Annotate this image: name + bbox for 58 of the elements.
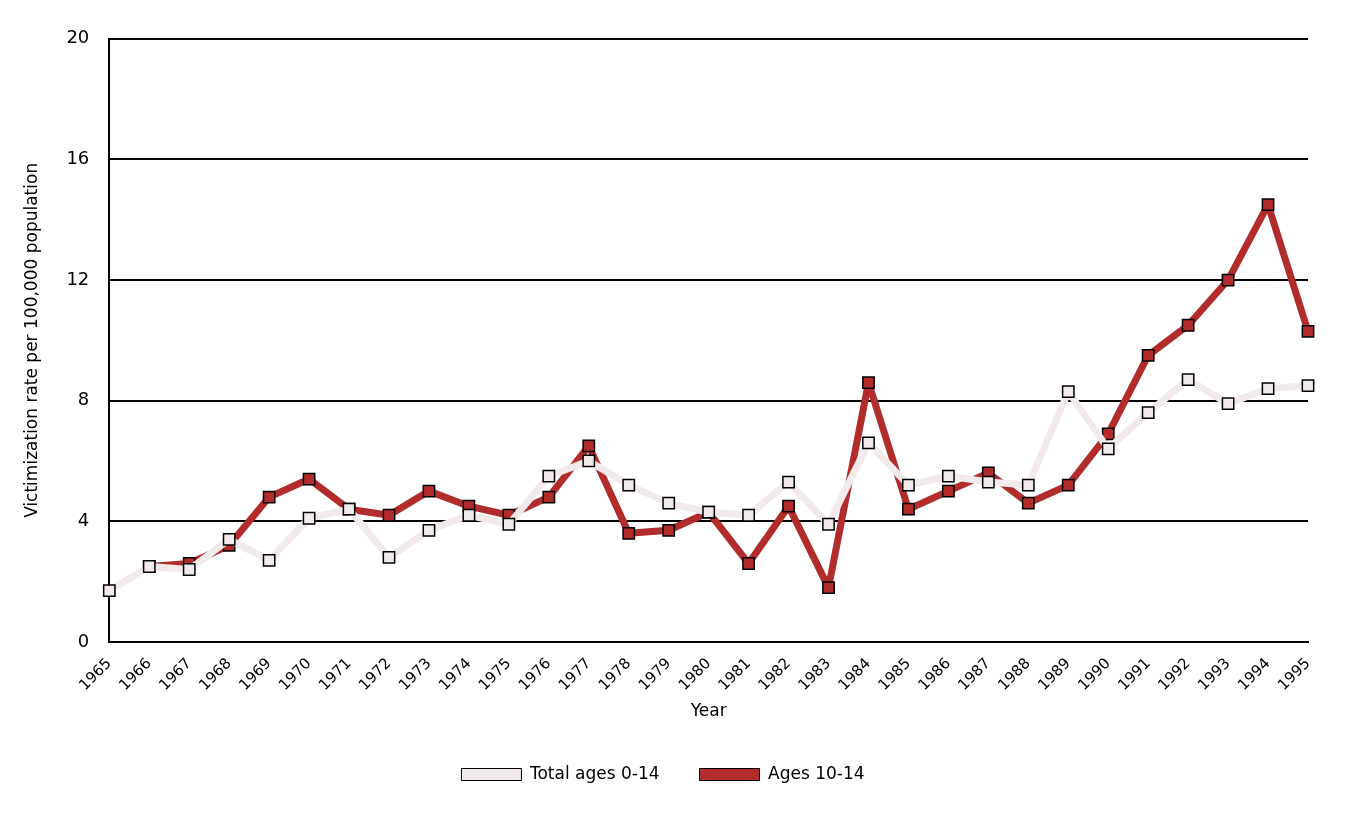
point [1101,427,1115,441]
point [1141,406,1155,420]
legend-label: Total ages 0-14 [528,762,660,783]
point [981,475,995,489]
point [622,478,636,492]
point [1141,349,1155,362]
point [822,581,835,595]
point [941,484,955,498]
y-tick-label: 8 [77,388,90,410]
point [1261,382,1275,395]
x-axis-title: Year [689,700,727,721]
point [382,508,396,522]
point [382,551,396,564]
y-tick-label: 0 [77,629,90,651]
point [782,475,795,489]
point [542,490,556,504]
point [782,499,795,513]
point [1221,397,1235,411]
point [1261,198,1275,212]
point [542,469,556,483]
legend-label: Ages 10-14 [768,762,865,783]
y-tick-label: 20 [66,26,90,48]
point [1301,379,1315,392]
point [582,454,596,468]
point [662,496,676,510]
point [462,508,476,522]
point [1301,324,1315,338]
point [1181,373,1195,386]
y-tick-label: 16 [66,147,90,169]
point [182,563,196,576]
point [222,532,236,546]
point [742,557,756,570]
point [902,478,915,492]
point [662,523,676,537]
point [862,376,875,389]
point [862,436,875,450]
point [742,508,756,522]
point [1061,478,1075,492]
point [262,554,276,567]
point [502,517,516,531]
point [262,490,276,504]
point [422,523,436,537]
y-axis-title: Victimization rate per 100,000 population [20,162,41,518]
point [1061,385,1075,399]
point [302,511,316,525]
y-tick-label: 4 [77,508,90,530]
point [102,584,116,598]
point [902,502,915,516]
point [582,439,596,453]
point [1101,442,1115,456]
point [1021,496,1035,510]
y-tick-label: 12 [66,267,90,289]
point [1021,478,1035,492]
point [822,517,835,531]
point [1181,318,1195,332]
point [622,526,636,540]
point [941,469,955,483]
point [422,484,436,498]
